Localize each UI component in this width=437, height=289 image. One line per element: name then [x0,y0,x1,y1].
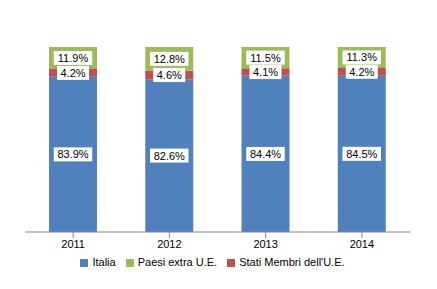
svg-text:11.3%: 11.3% [347,51,378,63]
svg-text:84.5%: 84.5% [346,148,377,160]
svg-text:2013: 2013 [253,238,277,250]
svg-text:4.2%: 4.2% [349,66,374,78]
html-text:Stati Membri dell'U.E.: Stati Membri dell'U.E. [239,256,345,268]
svg-text:2014: 2014 [350,238,374,250]
svg-text:2012: 2012 [157,238,181,250]
svg-text:4.2%: 4.2% [60,67,85,79]
svg-text:11.5%: 11.5% [250,52,281,64]
svg-text:12.8%: 12.8% [154,53,185,65]
svg-text:83.9%: 83.9% [57,148,88,160]
html-text:Paesi extra U.E.: Paesi extra U.E. [137,256,218,268]
svg-text:84.4%: 84.4% [250,148,281,160]
svg-text:4.1%: 4.1% [253,66,278,78]
svg-text:82.6%: 82.6% [154,150,185,162]
svg-text:4.6%: 4.6% [157,69,182,81]
html-text:Italia: Italia [92,256,116,268]
svg-text:11.9%: 11.9% [58,52,89,64]
svg-text:2011: 2011 [61,238,85,250]
